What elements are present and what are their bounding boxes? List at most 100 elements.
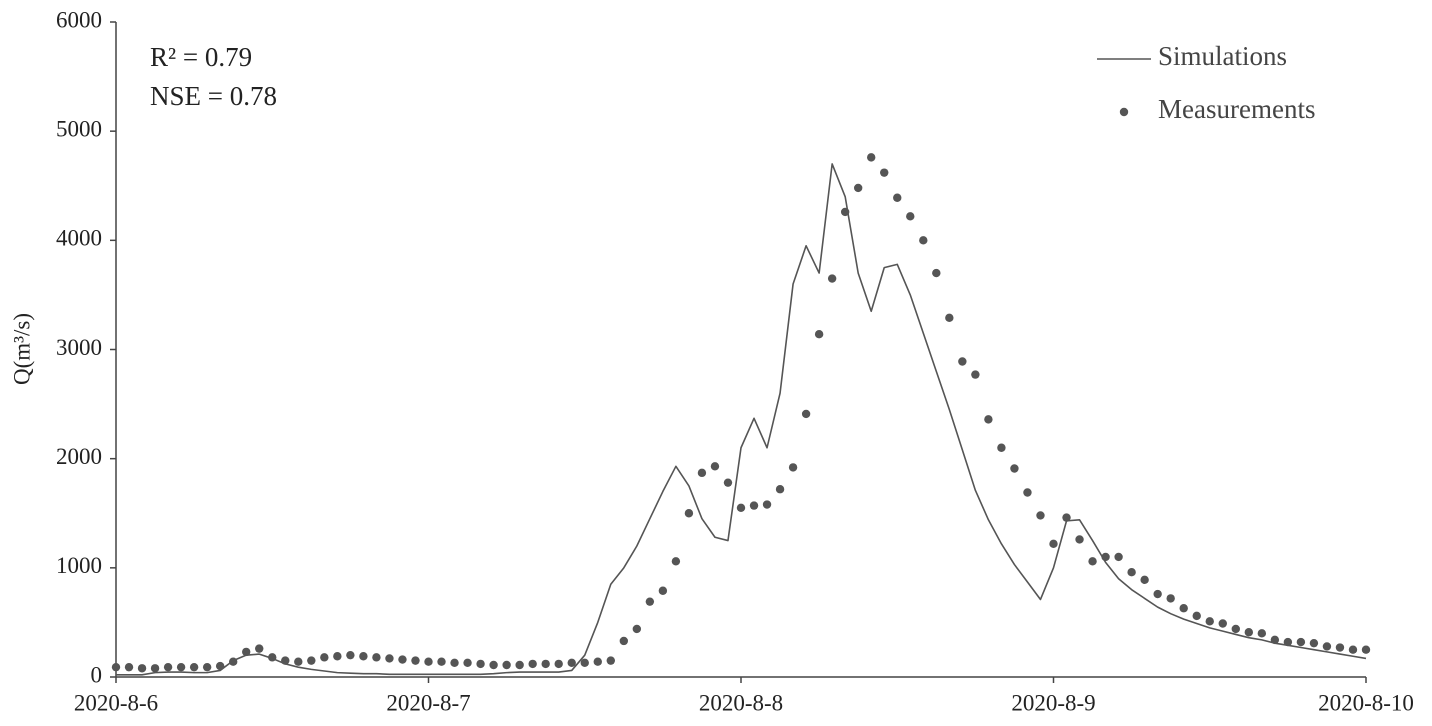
data-point — [502, 660, 511, 670]
data-point — [775, 485, 785, 494]
data-point — [997, 443, 1006, 452]
data-point — [202, 662, 212, 672]
data-point — [580, 658, 589, 668]
data-point — [1283, 637, 1293, 647]
data-point — [919, 236, 928, 245]
data-point — [242, 647, 251, 657]
data-point — [736, 503, 746, 512]
x-tick-label: 2020-8-7 — [386, 690, 470, 715]
data-point — [1127, 568, 1136, 577]
data-point — [567, 658, 576, 668]
data-point — [1244, 628, 1254, 637]
data-point — [1205, 617, 1214, 626]
y-tick-label: 0 — [91, 662, 103, 687]
data-point — [827, 274, 837, 283]
data-point — [1218, 619, 1227, 628]
data-point — [437, 657, 446, 666]
data-point — [554, 659, 563, 669]
data-point — [1036, 511, 1045, 520]
y-tick-label: 3000 — [56, 335, 102, 360]
data-point — [398, 655, 407, 664]
data-point — [176, 662, 186, 672]
data-point — [684, 509, 694, 518]
data-point — [124, 662, 134, 672]
data-point — [801, 409, 811, 419]
data-point — [932, 268, 941, 278]
series-line — [116, 163, 1367, 676]
data-point — [137, 664, 147, 673]
data-point — [1296, 637, 1306, 647]
data-point — [1166, 594, 1175, 603]
data-point — [411, 656, 420, 665]
data-point — [958, 357, 967, 366]
legend-label: Simulations — [1158, 41, 1287, 71]
data-point — [333, 652, 342, 661]
x-tick-label: 2020-8-9 — [1011, 690, 1095, 715]
data-point — [528, 659, 537, 669]
data-point — [1101, 552, 1110, 562]
data-point — [893, 193, 902, 202]
data-point — [606, 656, 615, 665]
data-point — [762, 500, 772, 509]
annotation: R² = 0.79 — [150, 42, 252, 72]
data-point — [294, 657, 303, 666]
x-tick-label: 2020-8-6 — [74, 690, 158, 715]
data-point — [1322, 642, 1332, 651]
data-point — [450, 658, 459, 668]
data-point — [463, 658, 472, 668]
data-point — [1023, 488, 1032, 497]
data-point — [255, 644, 264, 653]
y-tick-label: 5000 — [56, 116, 102, 141]
data-point — [1153, 589, 1162, 599]
data-point — [984, 415, 993, 424]
annotation: NSE = 0.78 — [150, 81, 277, 111]
y-tick-label: 2000 — [56, 444, 102, 469]
data-point — [111, 662, 121, 672]
data-point — [268, 653, 277, 662]
data-point — [489, 660, 498, 670]
data-point — [788, 463, 798, 472]
data-point — [814, 330, 824, 339]
y-axis-label: Q(m³/s) — [9, 313, 34, 385]
data-point — [658, 586, 668, 595]
data-point — [541, 659, 550, 669]
data-point — [853, 183, 863, 193]
data-point — [515, 660, 524, 670]
data-point — [632, 624, 642, 634]
data-point — [619, 636, 629, 646]
data-point — [359, 652, 368, 661]
data-point — [307, 656, 316, 665]
data-point — [1257, 629, 1267, 638]
data-point — [476, 659, 485, 669]
y-tick-label: 1000 — [56, 553, 102, 578]
data-point — [1179, 604, 1188, 613]
data-point — [372, 653, 381, 662]
data-point — [1075, 535, 1084, 544]
data-point — [215, 661, 225, 671]
data-point — [150, 664, 160, 673]
data-point — [1335, 643, 1345, 652]
x-tick-label: 2020-8-8 — [699, 690, 783, 715]
data-point — [1309, 638, 1319, 648]
data-point — [645, 597, 655, 606]
legend-marker — [1119, 107, 1129, 117]
data-point — [710, 462, 720, 471]
data-point — [281, 656, 290, 665]
data-point — [593, 657, 602, 666]
data-point — [163, 662, 173, 672]
data-point — [1140, 575, 1149, 585]
data-point — [1361, 645, 1371, 654]
data-point — [697, 468, 707, 478]
data-point — [1062, 513, 1071, 522]
data-point — [1114, 552, 1123, 562]
data-point — [1192, 611, 1201, 621]
data-point — [945, 313, 954, 323]
data-point — [867, 153, 876, 162]
data-point — [424, 657, 433, 666]
data-point — [1010, 464, 1019, 473]
data-point — [320, 653, 329, 662]
data-point — [228, 657, 238, 666]
data-point — [1348, 645, 1358, 654]
